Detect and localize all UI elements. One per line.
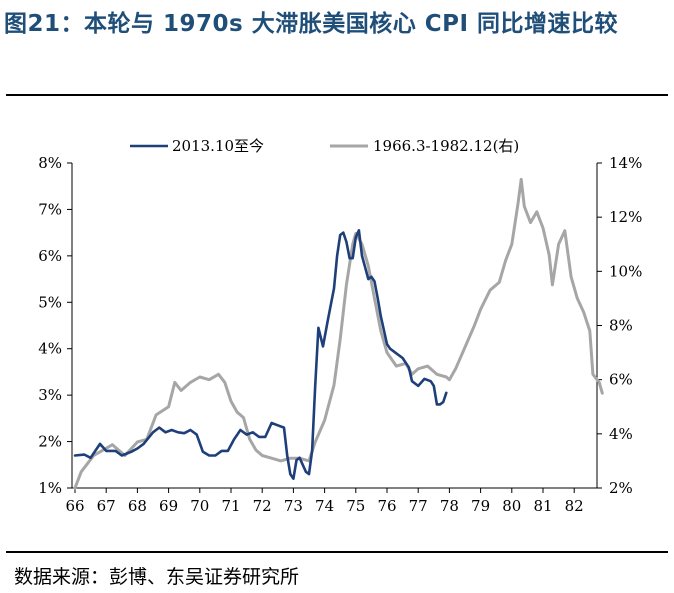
x-tick-label: 67: [97, 497, 116, 515]
x-tick-label: 72: [253, 497, 272, 515]
legend-label: 2013.10至今: [172, 137, 264, 155]
series-line-1966-1982: [73, 177, 604, 490]
x-tick-label: 80: [502, 497, 521, 515]
x-tick-label: 81: [533, 497, 552, 515]
source-divider: [6, 551, 668, 553]
y-right-tick-label: 12%: [609, 208, 642, 226]
y-right-tick-label: 14%: [609, 154, 642, 172]
x-tick-label: 70: [190, 497, 209, 515]
y-left-tick-label: 8%: [38, 154, 62, 172]
y-right-tick-label: 10%: [609, 262, 642, 280]
x-tick-label: 79: [471, 497, 490, 515]
x-tick-label: 82: [565, 497, 584, 515]
x-tick-label: 69: [159, 497, 178, 515]
y-left-tick-label: 7%: [38, 200, 62, 218]
x-tick-label: 77: [409, 497, 428, 515]
x-tick-label: 71: [221, 497, 240, 515]
chart-legend: 2013.10至今 1966.3-1982.12(右): [130, 137, 519, 155]
y-right-tick-label: 2%: [609, 479, 633, 497]
legend-label: 1966.3-1982.12(右): [373, 137, 519, 155]
x-tick-label: 68: [128, 497, 147, 515]
y-right-tick-label: 8%: [609, 317, 633, 335]
y-left-tick-label: 1%: [38, 479, 62, 497]
y-left-tick-label: 5%: [38, 293, 62, 311]
y-left-tick-label: 2%: [38, 433, 62, 451]
series-line-2013-now: [73, 229, 448, 480]
y-right-tick-label: 6%: [609, 371, 633, 389]
x-tick-label: 75: [346, 497, 365, 515]
x-tick-label: 66: [65, 497, 84, 515]
title-divider: [6, 94, 668, 96]
chart-series: [73, 177, 604, 490]
x-tick-label: 74: [315, 497, 334, 515]
chart-title: 图21：本轮与 1970s 大滞胀美国核心 CPI 同比增速比较: [4, 11, 619, 37]
y-left-tick-label: 6%: [38, 247, 62, 265]
chart-axes: 1% 2% 3% 4% 5% 6% 7% 8% 2% 4% 6% 8% 10% 12% 14% 66 67 68 6…: [38, 154, 642, 515]
x-tick-label: 73: [284, 497, 303, 515]
y-left-tick-label: 3%: [38, 386, 62, 404]
y-right-tick-label: 4%: [609, 425, 633, 443]
y-left-tick-label: 4%: [38, 340, 62, 358]
x-tick-label: 78: [440, 497, 459, 515]
source-note: 数据来源：彭博、东吴证券研究所: [14, 566, 300, 588]
x-tick-label: 76: [377, 497, 396, 515]
